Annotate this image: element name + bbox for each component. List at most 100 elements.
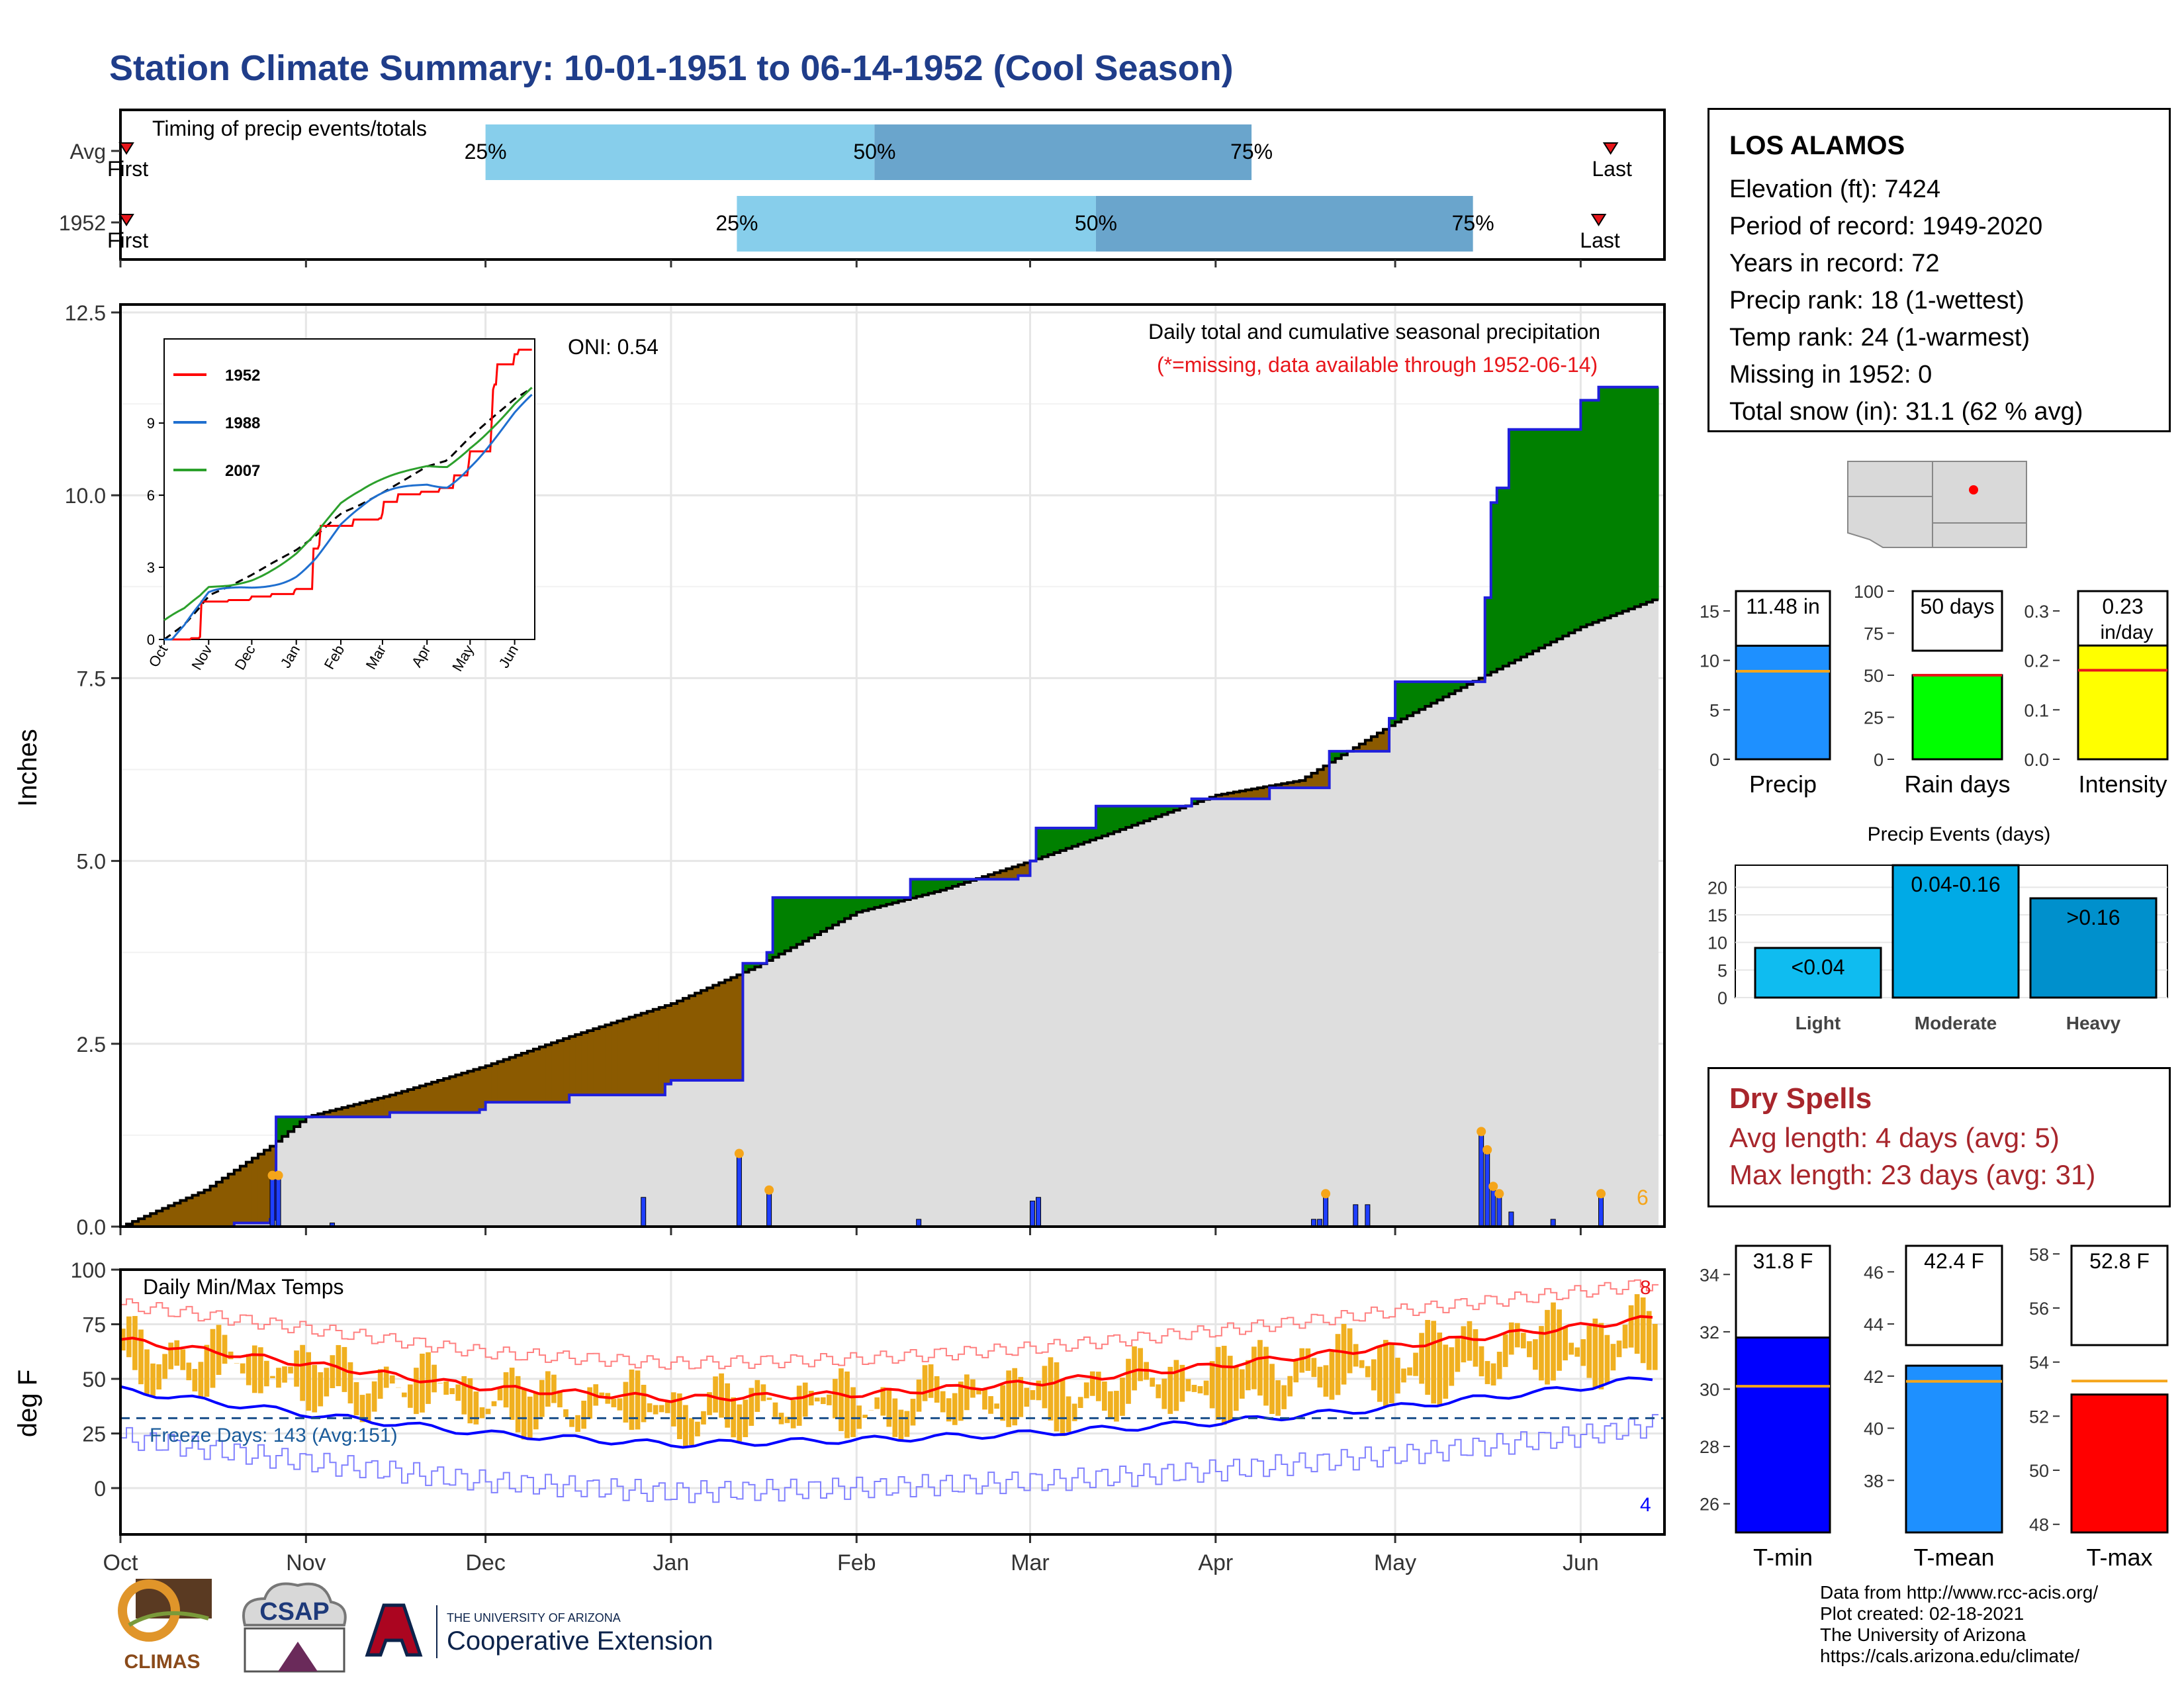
station-elevation: Elevation (ft): 7424 bbox=[1729, 175, 1940, 203]
above-avg-area bbox=[300, 1117, 306, 1122]
below-avg-area bbox=[1233, 792, 1240, 799]
events-ytick-label: 0 bbox=[1717, 988, 1727, 1008]
daily-temp-bar bbox=[1425, 1319, 1430, 1395]
daily-temp-bar bbox=[347, 1362, 353, 1404]
footer-note: Data from http://www.rcc-acis.org/ Plot … bbox=[1820, 1582, 2098, 1667]
above-avg-area bbox=[1167, 806, 1175, 813]
mini-category-label: Intensity bbox=[2078, 771, 2167, 798]
daily-temp-bar bbox=[772, 1402, 778, 1417]
first-event-label: First bbox=[107, 228, 148, 252]
station-missing: Missing in 1952: 0 bbox=[1729, 361, 1933, 389]
above-avg-area bbox=[1048, 827, 1055, 855]
heavy-event-marker bbox=[1488, 1182, 1498, 1192]
daily-temp-bar bbox=[617, 1398, 623, 1411]
daily-temp-bar bbox=[282, 1366, 287, 1383]
daily-temp-bar bbox=[1586, 1325, 1592, 1378]
daily-temp-bar bbox=[330, 1355, 336, 1389]
below-avg-area bbox=[653, 1009, 660, 1096]
precip-ylabel: Inches bbox=[13, 729, 42, 807]
daily-precip-bar bbox=[269, 1175, 275, 1227]
daily-temp-bar bbox=[1239, 1369, 1245, 1399]
last-event-marker bbox=[1602, 142, 1619, 155]
below-avg-area bbox=[479, 1067, 486, 1110]
mini-bar bbox=[1905, 1364, 2003, 1534]
daily-temp-bar bbox=[1569, 1342, 1574, 1355]
above-avg-area bbox=[1610, 387, 1617, 616]
daily-temp-bar bbox=[778, 1413, 784, 1425]
daily-temp-bar bbox=[1551, 1302, 1556, 1381]
above-avg-area bbox=[934, 879, 941, 892]
daily-temp-bar bbox=[713, 1376, 718, 1413]
above-avg-area bbox=[1108, 806, 1115, 834]
below-avg-area bbox=[1371, 736, 1378, 751]
below-avg-area bbox=[264, 1150, 271, 1223]
above-avg-area bbox=[922, 879, 929, 895]
below-avg-area bbox=[414, 1088, 420, 1113]
below-avg-area bbox=[347, 1105, 355, 1117]
below-avg-area bbox=[713, 985, 719, 1081]
mini-ytick-label: 38 bbox=[1864, 1471, 1884, 1491]
daily-temp-bar bbox=[1000, 1385, 1005, 1421]
below-avg-area bbox=[539, 1047, 546, 1103]
temp-ytick-label: 75 bbox=[82, 1313, 106, 1337]
daily-temp-bar bbox=[1293, 1360, 1299, 1383]
daily-temp-bar bbox=[1233, 1367, 1239, 1411]
daily-temp-bar bbox=[497, 1388, 503, 1401]
csap-cloud-icon: CSAP bbox=[242, 1582, 347, 1673]
above-avg-area bbox=[1126, 806, 1132, 827]
daily-temp-bar bbox=[318, 1372, 324, 1407]
last-event-marker bbox=[1590, 214, 1607, 226]
daily-temp-bar bbox=[581, 1400, 586, 1429]
daily-temp-bar bbox=[1311, 1358, 1317, 1378]
daily-temp-bar bbox=[1514, 1323, 1520, 1348]
below-avg-area bbox=[198, 1192, 205, 1227]
daily-temp-bar bbox=[1592, 1318, 1598, 1387]
daily-temp-bar bbox=[1502, 1334, 1508, 1368]
daily-temp-bar bbox=[1539, 1326, 1544, 1381]
station-total-snow: Total snow (in): 31.1 (62 % avg) bbox=[1729, 398, 2083, 426]
daily-temp-bar bbox=[1401, 1368, 1406, 1383]
above-avg-area bbox=[1197, 798, 1205, 802]
inset-series-1988 bbox=[164, 394, 533, 641]
above-avg-area bbox=[1598, 387, 1606, 620]
events-ytick-label: 10 bbox=[1707, 933, 1727, 953]
precip-panel bbox=[119, 303, 1666, 1228]
daily-temp-bar bbox=[1287, 1376, 1293, 1397]
mini-label-box bbox=[1911, 590, 2003, 652]
inset-xtick-label: Dec bbox=[232, 642, 259, 673]
daily-temp-bar bbox=[461, 1376, 467, 1415]
daily-temp-bar bbox=[336, 1344, 341, 1387]
timing-row-label: 1952 bbox=[59, 211, 106, 235]
below-avg-area bbox=[371, 1100, 379, 1117]
precip-corner-count: 6 bbox=[1637, 1186, 1649, 1209]
above-avg-area bbox=[1461, 681, 1468, 688]
above-avg-area bbox=[1604, 387, 1612, 618]
events-category-label: Moderate bbox=[1915, 1013, 1997, 1033]
below-avg-area bbox=[725, 980, 731, 1081]
below-avg-area bbox=[1263, 786, 1270, 799]
below-avg-area bbox=[551, 1043, 558, 1103]
events-category-label: Light bbox=[1796, 1013, 1841, 1033]
below-avg-area bbox=[994, 872, 1001, 880]
inset-xtick-label: Mar bbox=[363, 642, 390, 672]
daily-temp-bar bbox=[222, 1335, 228, 1364]
daily-temp-bar bbox=[443, 1381, 449, 1395]
inset-panel bbox=[163, 338, 535, 640]
above-avg-area bbox=[1551, 429, 1557, 642]
daily-temp-bar bbox=[257, 1347, 263, 1393]
above-avg-area bbox=[1101, 806, 1109, 836]
daily-temp-bar bbox=[426, 1352, 431, 1404]
dry-spells-avg: Avg length: 4 days (avg: 5) bbox=[1729, 1122, 2060, 1153]
daily-temp-bar bbox=[1054, 1362, 1060, 1432]
daily-temp-bar bbox=[1407, 1367, 1412, 1376]
station-name: LOS ALAMOS bbox=[1729, 131, 1905, 160]
mini-value-label: 42.4 F bbox=[1924, 1249, 1984, 1273]
temp-count-low: 4 bbox=[1640, 1494, 1651, 1516]
daily-temp-bar bbox=[1191, 1385, 1197, 1392]
daily-temp-bar bbox=[1574, 1347, 1580, 1357]
events-ytick-label: 20 bbox=[1707, 878, 1727, 898]
above-avg-area bbox=[1455, 681, 1462, 691]
above-avg-area bbox=[1527, 429, 1533, 655]
daily-temp-bar bbox=[1305, 1348, 1311, 1371]
